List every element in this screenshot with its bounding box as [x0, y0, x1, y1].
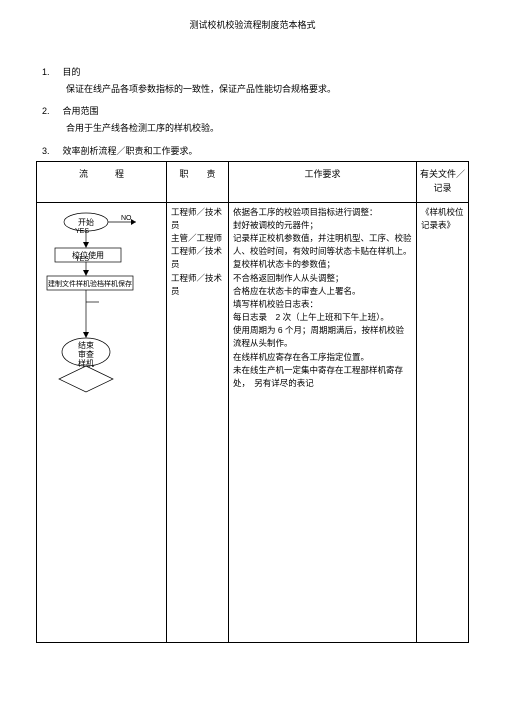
- section-body: 保证在线产品各项参数指标的一致性，保证产品性能切合规格要求。: [66, 82, 469, 96]
- work-line: 合格应在状态卡的审查人上署名。: [233, 285, 412, 298]
- section-num: 3.: [42, 146, 60, 156]
- work-line: 封好被调校的元器件；: [233, 219, 412, 232]
- role-line: 工程师／技术员: [171, 272, 224, 298]
- section-num: 1.: [42, 67, 60, 77]
- work-line: 在线样机应寄存在各工序指定位置。: [233, 351, 412, 364]
- flow-no: NO: [121, 214, 132, 225]
- cell-roles: 工程师／技术员 主管／工程师 工程师／技术员 工程师／技术员: [167, 202, 229, 642]
- section-body: 合用于生产线各检测工序的样机校验。: [66, 121, 469, 135]
- work-line: 依据各工序的校验项目指标进行调整：: [233, 206, 412, 219]
- work-line: 复校样机状态卡的参数值；: [233, 258, 412, 271]
- cell-work: 依据各工序的校验项目指标进行调整： 封好被调校的元器件； 记录样正校机参数值，并…: [229, 202, 417, 642]
- flow-yes1: YES: [75, 227, 89, 238]
- section-2: 2. 合用范围 合用于生产线各检测工序的样机校验。: [42, 104, 469, 135]
- process-table: 流 程 职 责 工作要求 有关文件／记录 开始: [36, 161, 469, 643]
- th-flow: 流 程: [37, 161, 167, 202]
- th-doc: 有关文件／记录: [417, 161, 469, 202]
- role-line: 工程师／技术员: [171, 206, 224, 232]
- work-line: 记录样正校机参数值，并注明机型、工序、校验人、校验时间，有效时间等状态卡贴在样机…: [233, 232, 412, 258]
- role-line: 工程师／技术员: [171, 245, 224, 271]
- section-list: 1. 目的 保证在线产品各项参数指标的一致性，保证产品性能切合规格要求。 2. …: [42, 65, 469, 157]
- flow-yes2: YES: [75, 255, 89, 266]
- work-line: 不合格返回制作人从头调整；: [233, 272, 412, 285]
- work-line: 每日志录 2 次（上午上班和下午上班）。: [233, 311, 412, 324]
- work-line: 使用周期为 6 个月；周期期满后，按样机校验流程从头制作。: [233, 324, 412, 350]
- flow-box2: 建制文件样机验档样机保存: [48, 279, 132, 288]
- work-line: 未在线生产机一定集中寄存在工程部样机寄存处， 另有详尽的表记: [233, 364, 412, 390]
- cell-docs: 《样机校位记录表》: [417, 202, 469, 642]
- section-num: 2.: [42, 106, 60, 116]
- flow-start: 开始: [78, 217, 94, 227]
- doc-line: 《样机校位记录表》: [421, 206, 464, 232]
- role-line: 主管／工程师: [171, 232, 224, 245]
- th-work: 工作要求: [229, 161, 417, 202]
- section-3: 3. 效率剖析流程／职责和工作要求。: [42, 144, 469, 157]
- section-1: 1. 目的 保证在线产品各项参数指标的一致性，保证产品性能切合规格要求。: [42, 65, 469, 96]
- flowchart-svg: 开始 校位使用 建制文件样机验档样机保存: [41, 206, 163, 416]
- document-title: 测试校机校验流程制度范本格式: [36, 18, 469, 31]
- flow-end2: 审查: [78, 349, 94, 359]
- section-head: 效率剖析流程／职责和工作要求。: [63, 144, 198, 157]
- section-head: 合用范围: [63, 104, 99, 117]
- work-line: 填写样机校验日志表：: [233, 298, 412, 311]
- cell-flowchart: 开始 校位使用 建制文件样机验档样机保存: [37, 202, 167, 642]
- th-role: 职 责: [167, 161, 229, 202]
- flow-end1: 结束: [78, 340, 94, 350]
- section-head: 目的: [63, 65, 81, 78]
